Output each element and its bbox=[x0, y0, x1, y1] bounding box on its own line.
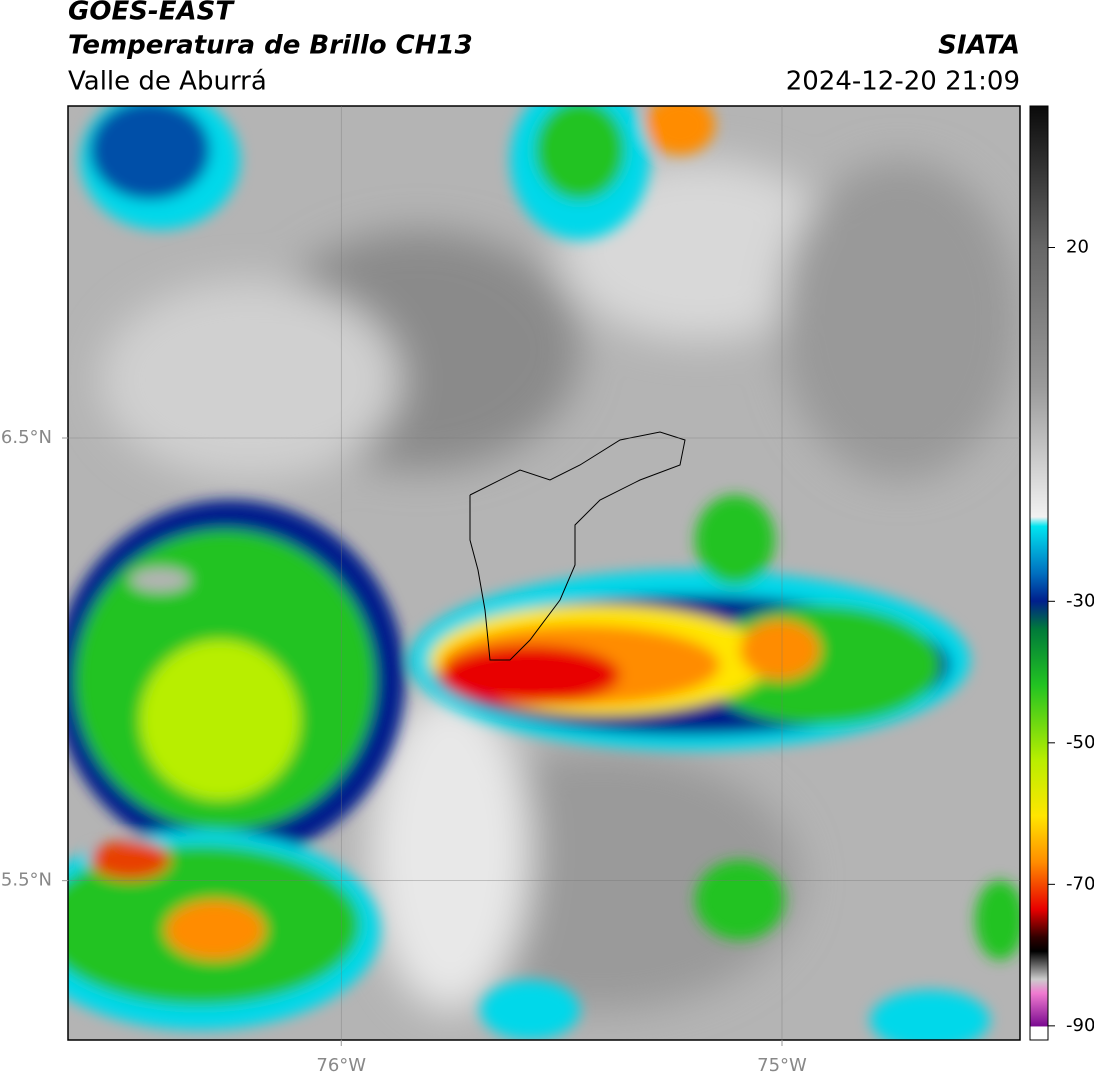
y-tick-label: 5.5°N bbox=[1, 870, 52, 891]
colorbar-tick-label: 20 bbox=[1066, 237, 1089, 258]
valle-de-aburra-outline bbox=[469, 431, 686, 661]
region: Valle de Aburrá bbox=[68, 67, 267, 97]
colorbar-tick-label: -30 bbox=[1066, 590, 1094, 611]
colorbar-tick-label: -90 bbox=[1066, 1015, 1094, 1036]
x-tick-label: 76°W bbox=[316, 1055, 366, 1076]
title: GOES-EAST bbox=[68, 0, 235, 27]
map-frame bbox=[67, 105, 1021, 1041]
colorbar-tick-label: -50 bbox=[1066, 732, 1094, 753]
colorbar-tick-label: -70 bbox=[1066, 873, 1094, 894]
colorbar bbox=[1029, 105, 1049, 1041]
y-tick-label: 6.5°N bbox=[1, 427, 52, 448]
subtitle: Temperatura de Brillo CH13 bbox=[68, 31, 473, 61]
datetime: 2024-12-20 21:09 bbox=[786, 67, 1020, 97]
satellite-image bbox=[68, 106, 1020, 1040]
x-tick-label: 75°W bbox=[757, 1055, 807, 1076]
source: SIATA bbox=[938, 31, 1020, 61]
